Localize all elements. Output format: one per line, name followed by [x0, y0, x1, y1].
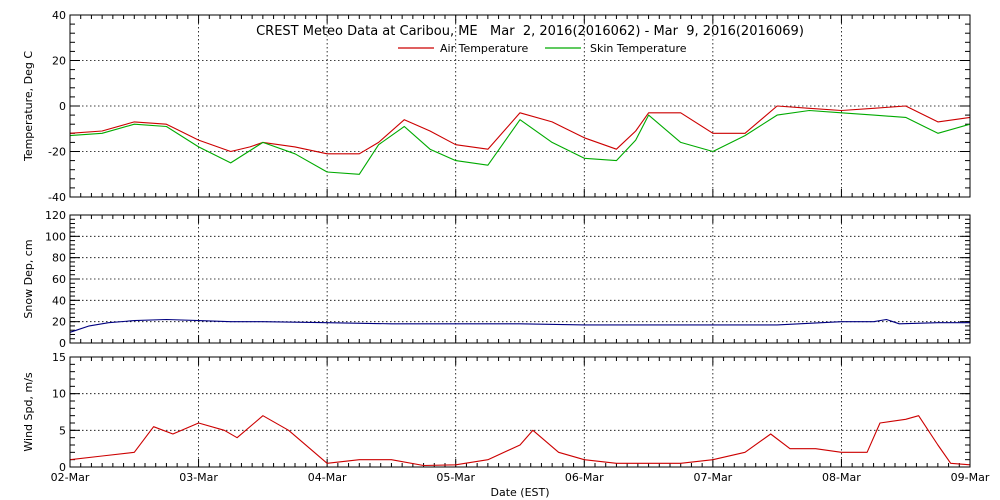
series-line-temperature-1 [69, 109, 971, 175]
panel-temperature: -40 -20 0 20 40 Temperature, Deg C Air Tempera… [22, 9, 971, 204]
x-tick-label: 04-Mar [308, 471, 347, 484]
series-line-snow-0 [69, 318, 970, 333]
panel-snow-frame [69, 214, 971, 344]
legend-label: Air Temperature [440, 42, 529, 55]
chart-title: CREST Meteo Data at Caribou, ME Mar 2, 2… [256, 24, 804, 39]
panel-temperature-ytick-label: -20 [48, 146, 66, 159]
panel-temperature-ytick-label: 40 [52, 9, 66, 22]
panel-snow-ytick-label: 60 [52, 273, 66, 286]
panel-wind-ytick-label: 5 [59, 424, 66, 437]
panel-temperature-frame [69, 14, 971, 198]
panel-wind: 0 5 10 15 Wind Spd, m/s [22, 351, 971, 474]
legend-label: Skin Temperature [590, 42, 687, 55]
panel-snow-ytick-label: 100 [45, 230, 66, 243]
panel-wind-ylabel: Wind Spd, m/s [22, 372, 35, 452]
panel-snow-ytick-label: 120 [45, 209, 66, 222]
panel-wind-ytick-label: 0 [59, 461, 66, 474]
panel-wind-frame [69, 356, 971, 468]
chart-panels: -40 -20 0 20 40 Temperature, Deg C Air Tempera… [22, 9, 990, 484]
panel-wind-ytick-label: 10 [52, 388, 66, 401]
x-tick-label: 06-Mar [565, 471, 604, 484]
panel-temperature-ytick-label: 20 [52, 55, 66, 68]
x-tick-label: 05-Mar [436, 471, 475, 484]
x-tick-label: 09-Mar [951, 471, 990, 484]
x-tick-label: 08-Mar [822, 471, 861, 484]
panel-snow-ytick-label: 40 [52, 294, 66, 307]
series-line-temperature-0 [69, 105, 971, 155]
panel-snow: 0 20 40 60 80 100 120 Snow Dep, cm [22, 209, 971, 350]
panel-snow-ylabel: Snow Dep, cm [22, 239, 35, 318]
series-line-wind-0 [69, 415, 971, 467]
panel-temperature-ylabel: Temperature, Deg C [22, 51, 35, 162]
panel-temperature-ytick-label: -40 [48, 191, 66, 204]
panel-snow-ytick-label: 20 [52, 316, 66, 329]
x-axis-label: Date (EST) [490, 486, 549, 499]
panel-snow-ytick-label: 80 [52, 252, 66, 265]
x-tick-label: 07-Mar [693, 471, 732, 484]
panel-temperature-ytick-label: 0 [59, 100, 66, 113]
x-tick-label: 02-Mar [51, 471, 90, 484]
x-tick-label: 03-Mar [179, 471, 218, 484]
panel-wind-ytick-label: 15 [52, 351, 66, 364]
legend-temperature: Air Temperature Skin Temperature [398, 42, 687, 55]
panel-snow-ytick-label: 0 [59, 337, 66, 350]
